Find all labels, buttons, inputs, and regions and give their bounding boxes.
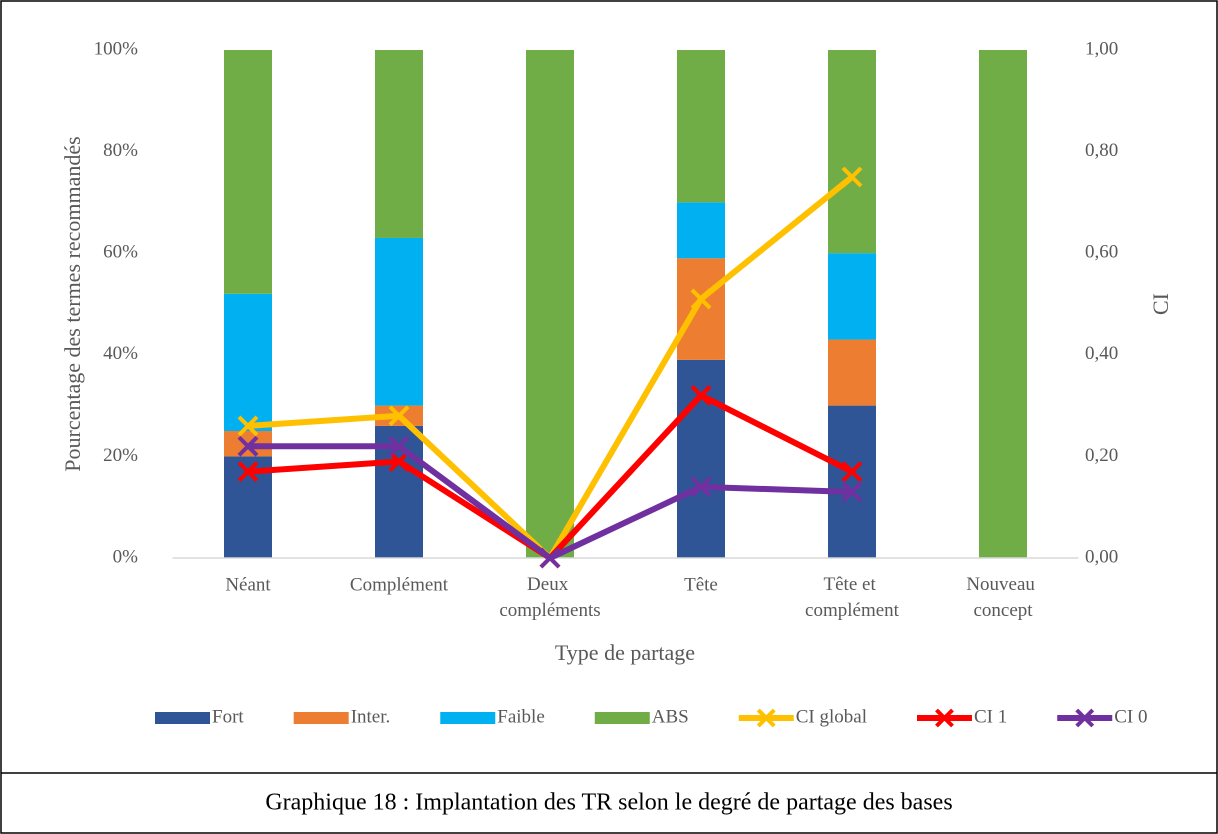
x-axis-title: Type de partage (555, 640, 695, 665)
line-marker (237, 461, 259, 483)
line-marker (388, 435, 410, 457)
x-tick-label: Néant (225, 574, 271, 595)
line-marker (690, 385, 712, 406)
y2-tick-label: 0,00 (1085, 546, 1118, 567)
y2-axis-title: CI (1148, 293, 1173, 315)
y-tick-label: 0% (113, 546, 139, 567)
legend-swatch (293, 712, 349, 724)
y-tick-label: 100% (94, 38, 139, 59)
bar-segment (375, 237, 423, 406)
bar-segment (677, 359, 725, 558)
legend-label: Fort (212, 706, 244, 727)
x-tick-label: Tête (684, 574, 718, 595)
y-tick-label: 80% (103, 140, 138, 161)
line-marker (539, 547, 561, 569)
legend-marker (1075, 708, 1095, 728)
y-tick-label: 20% (103, 445, 138, 466)
bar-segment (677, 202, 725, 259)
legend-swatch (440, 712, 496, 724)
x-tick-label-line: Nouveau (966, 574, 1039, 595)
line-marker (388, 451, 410, 472)
y2-tick-label: 0,60 (1085, 242, 1118, 263)
x-tick-label-line: concept (973, 600, 1033, 621)
legend-swatch (594, 712, 650, 724)
legend-label: CI 0 (1114, 706, 1147, 727)
x-tick-label-line: complément (805, 600, 900, 621)
y2-tick-label: 1,00 (1085, 38, 1118, 59)
legend-label: ABS (652, 706, 689, 727)
line-marker (690, 288, 712, 310)
line-marker (690, 476, 712, 498)
y2-tick-label: 0,80 (1085, 140, 1118, 161)
x-tick-label-line: Tête et (824, 574, 881, 595)
bar-segment (828, 50, 876, 254)
line-marker (841, 166, 863, 188)
line-marker (237, 415, 259, 437)
line-marker (388, 405, 410, 427)
bar-segment (677, 50, 725, 203)
y-tick-label: 60% (103, 242, 138, 263)
legend-label: CI global (796, 706, 867, 727)
bar-segment (224, 50, 272, 294)
bar-segment (828, 253, 876, 340)
bar-segment (224, 293, 272, 431)
line-marker (237, 435, 259, 457)
bar-segment (677, 258, 725, 360)
legend-marker (935, 708, 954, 728)
x-tick-label: Deux compléments (499, 574, 600, 621)
bar-segment (375, 50, 423, 238)
bar-segment (526, 50, 574, 558)
x-tick-label: Complément (350, 574, 449, 595)
x-tick-label-line: compléments (499, 600, 600, 621)
y-axis-title: Pourcentage des termes recommandés (60, 136, 85, 471)
legend-label: Faible (497, 706, 545, 727)
y2-tick-label: 0,40 (1085, 343, 1118, 364)
x-tick-label: Nouveau concept (966, 574, 1039, 621)
y2-tick-label: 0,20 (1085, 445, 1118, 466)
bar-segment (828, 405, 876, 558)
y-tick-label: 40% (103, 343, 138, 364)
line-marker (841, 461, 863, 483)
legend-marker (756, 708, 776, 728)
legend-label: Inter. (351, 706, 391, 727)
bar-segment (979, 50, 1027, 558)
x-tick-label-line: Deux (527, 574, 573, 595)
line-marker (841, 481, 863, 503)
bar-segment (828, 339, 876, 406)
legend-swatch (155, 712, 210, 724)
legend-label: CI 1 (974, 706, 1007, 727)
x-tick-label: Tête et complément (805, 574, 900, 621)
caption: Graphique 18 : Implantation des TR selon… (265, 790, 952, 816)
